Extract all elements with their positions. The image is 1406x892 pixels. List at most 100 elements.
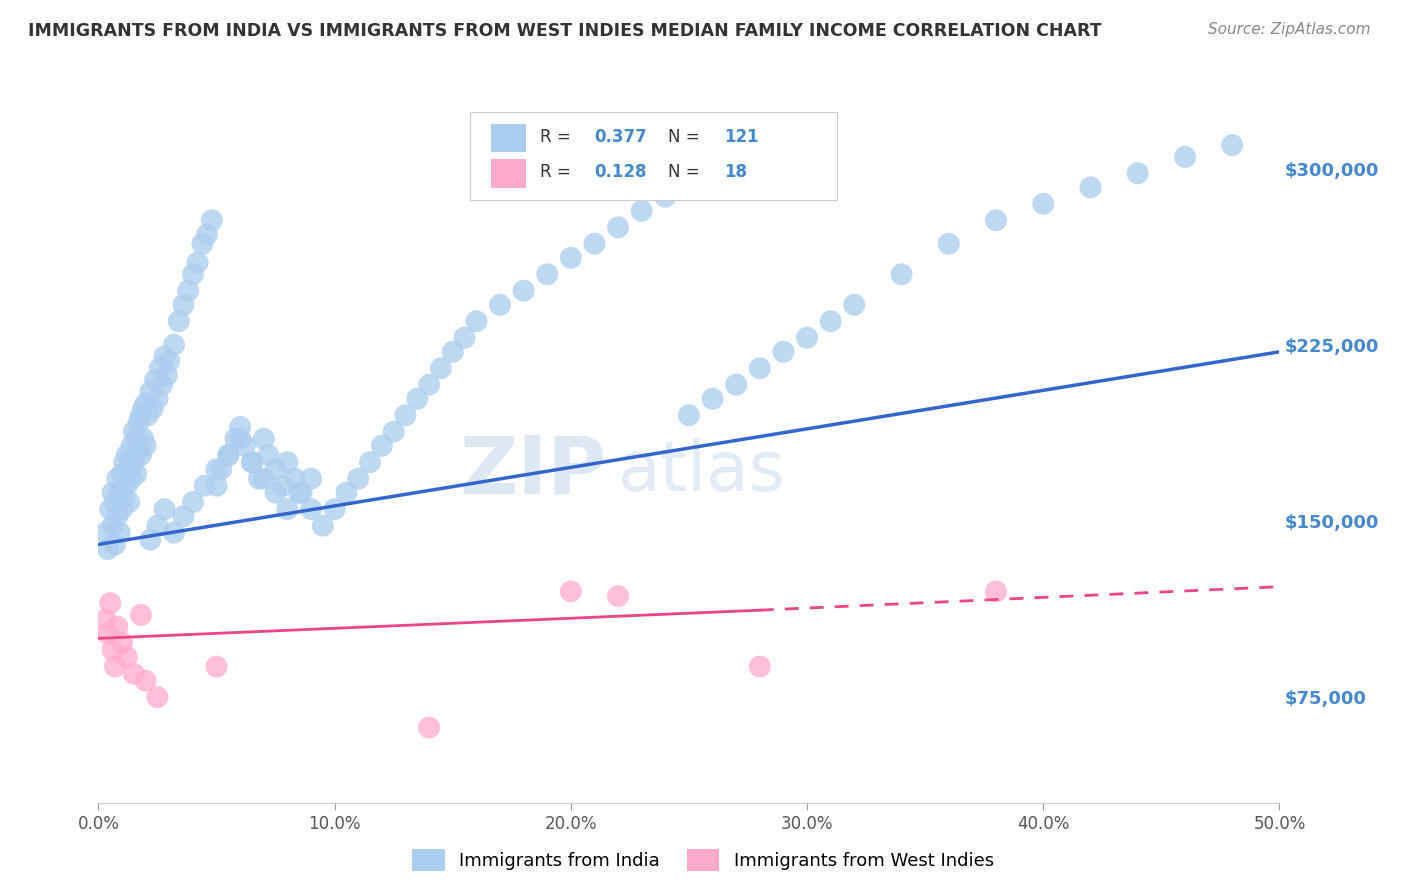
Point [702,392,724,406]
Point [98,596,121,610]
Point [253,432,276,446]
Point [111,636,134,650]
Point [121,472,143,486]
Point [1174,150,1197,164]
Point [406,392,429,406]
Point [156,368,179,383]
Point [382,425,405,439]
Point [678,408,700,422]
Point [122,666,145,681]
Point [205,478,228,492]
Text: 121: 121 [724,128,759,146]
Point [129,607,152,622]
Point [347,472,370,486]
Point [630,203,652,218]
Point [205,462,228,476]
Text: 0.377: 0.377 [595,128,647,146]
Point [101,485,124,500]
Point [125,432,148,446]
Point [748,361,770,376]
Point [105,472,128,486]
Point [150,377,173,392]
Point [111,467,134,481]
Point [112,455,135,469]
Point [108,525,131,540]
Point [224,432,246,446]
Point [290,485,312,500]
Point [441,344,464,359]
Point [607,589,630,603]
Point [115,478,138,492]
Text: 0.128: 0.128 [595,163,647,181]
Point [135,439,157,453]
Point [1080,180,1102,194]
Point [560,584,582,599]
Point [195,227,218,242]
Point [153,502,176,516]
Point [984,213,1007,227]
Point [129,448,152,462]
Point [115,448,138,462]
Point [139,384,162,399]
Point [163,337,186,351]
Point [323,502,346,516]
Point [118,495,141,509]
Point [146,690,169,705]
Point [129,408,152,422]
Legend: Immigrants from India, Immigrants from West Indies: Immigrants from India, Immigrants from W… [405,842,1001,879]
Point [1220,138,1243,153]
Point [135,673,157,688]
Point [725,377,748,392]
Point [132,401,155,416]
Point [97,626,120,640]
Point [796,331,818,345]
Point [209,462,232,476]
Point [121,439,143,453]
Point [167,314,190,328]
Point [371,439,394,453]
Point [172,298,194,312]
Point [312,518,335,533]
Point [181,495,204,509]
Point [748,659,770,673]
Point [172,509,194,524]
Point [394,408,416,422]
Point [104,537,127,551]
FancyBboxPatch shape [471,112,837,201]
Point [247,472,270,486]
Point [560,251,582,265]
Point [118,462,141,476]
Point [607,220,630,235]
Point [143,373,166,387]
Point [257,448,280,462]
Text: R =: R = [540,128,576,146]
Point [104,659,127,673]
Point [229,432,252,446]
Point [264,462,287,476]
Point [122,455,145,469]
Point [115,650,138,665]
Point [844,298,866,312]
Point [101,518,124,533]
Point [135,396,157,410]
Point [108,485,131,500]
Point [335,485,357,500]
Point [654,190,676,204]
Point [217,448,239,462]
Point [536,268,558,282]
Point [1126,166,1149,180]
Point [201,213,224,227]
Point [299,502,322,516]
Point [149,361,172,376]
Point [772,344,794,359]
Point [128,415,150,429]
Point [820,314,842,328]
Point [938,236,960,251]
Text: Source: ZipAtlas.com: Source: ZipAtlas.com [1208,22,1371,37]
Point [217,448,239,462]
Point [418,377,440,392]
Point [890,268,912,282]
Point [205,659,228,673]
Point [253,472,276,486]
Point [105,509,128,524]
